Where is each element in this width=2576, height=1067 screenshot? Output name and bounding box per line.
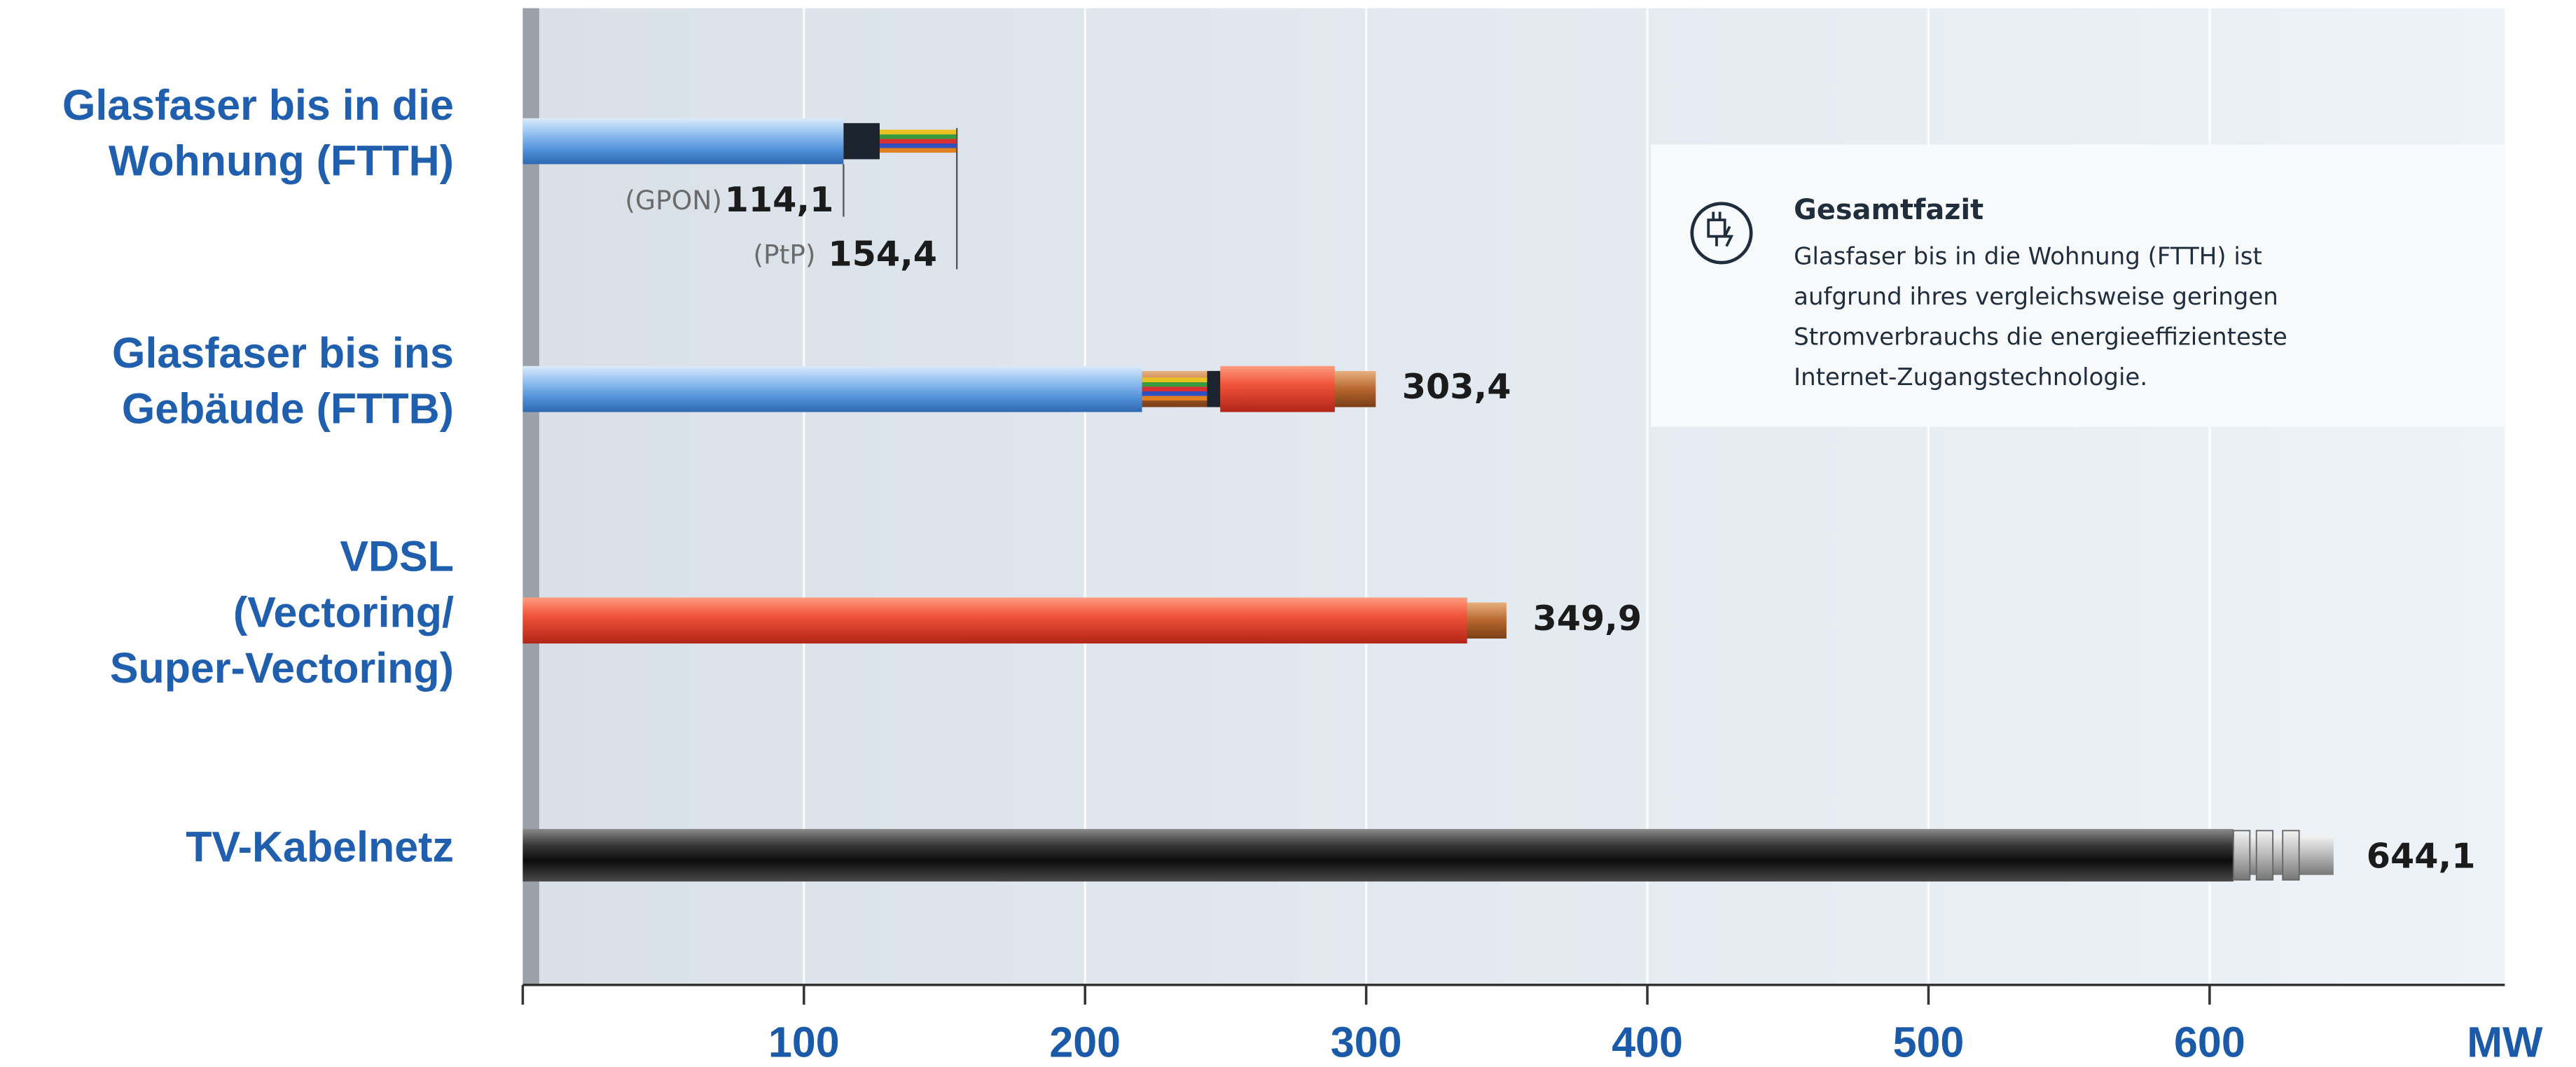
plug-icon: [1707, 211, 1734, 247]
category-label: Gebäude (FTTB): [122, 385, 454, 433]
value-label: 154,4: [828, 233, 937, 274]
info-icon: [1690, 202, 1753, 265]
category-label: VDSL: [340, 533, 454, 580]
axis-strip: [522, 8, 539, 985]
marker-name: (GPON): [625, 185, 722, 216]
bar-row: TV-Kabelnetz 644,1: [186, 823, 2476, 882]
category-label: TV-Kabelnetz: [186, 823, 454, 871]
fiber-bar: [522, 365, 1142, 412]
value-label: 349,9: [1532, 598, 1642, 639]
x-tick-label: 300: [1331, 1019, 1402, 1066]
fiber-bar: [522, 118, 844, 165]
connector-ring: [2255, 830, 2274, 881]
category-label: Glasfaser bis in die: [62, 81, 454, 129]
bar-row: Glasfaser bis ins Gebäude (FTTB) 303,4: [112, 329, 1511, 433]
x-tick-label: 400: [1612, 1019, 1683, 1066]
bars: Glasfaser bis in die Wohnung (FTTH) (GPON)…: [62, 81, 2476, 882]
info-line: Internet-Zugangstechnologie.: [1794, 363, 2147, 391]
category-label: Wohnung (FTTH): [109, 137, 454, 185]
copper-sheath: [1220, 365, 1335, 412]
coax-cable: [522, 829, 2234, 882]
info-lines: Glasfaser bis in die Wohnung (FTTH) ist a…: [1794, 243, 2287, 391]
x-tick-label: 100: [768, 1019, 840, 1066]
copper-sheath: [522, 597, 1467, 644]
connector-ring: [2282, 830, 2300, 881]
category-label: (Vectoring/: [233, 588, 454, 636]
x-tick-label: 500: [1893, 1019, 1965, 1066]
marker-name: (PtP): [753, 239, 815, 270]
value-label: 114,1: [725, 179, 834, 220]
x-tick-label: 200: [1049, 1019, 1121, 1066]
fiber-strands: [1142, 377, 1214, 401]
info-title: Gesamtfazit: [1794, 194, 1983, 226]
info-box-background: [1651, 144, 2505, 427]
info-line: Stromverbrauchs die energieeffizienteste: [1794, 323, 2287, 351]
info-line: Glasfaser bis in die Wohnung (FTTH) ist: [1794, 243, 2262, 271]
x-axis: 100 200 300 400 500 600: [768, 984, 2245, 1066]
value-label: 303,4: [1402, 366, 1511, 407]
x-axis-unit: MW: [2467, 1019, 2543, 1066]
info-box: Gesamtfazit Glasfaser bis in die Wohnung…: [1651, 144, 2505, 427]
bar-row: Glasfaser bis in die Wohnung (FTTH) (GPON)…: [62, 81, 958, 274]
fiber-cap: [1207, 370, 1221, 407]
bar-row: VDSL (Vectoring/Super-Vectoring) 349,9: [110, 533, 1642, 692]
connector-ring: [2232, 830, 2251, 881]
category-label: Glasfaser bis ins: [112, 329, 454, 377]
value-label: 644,1: [2367, 836, 2476, 877]
x-tick-label: 600: [2174, 1019, 2245, 1066]
info-line: aufgrund ihres vergleichsweise geringen: [1794, 283, 2278, 311]
fiber-cap: [843, 123, 880, 160]
category-label: Super-Vectoring): [110, 644, 454, 692]
